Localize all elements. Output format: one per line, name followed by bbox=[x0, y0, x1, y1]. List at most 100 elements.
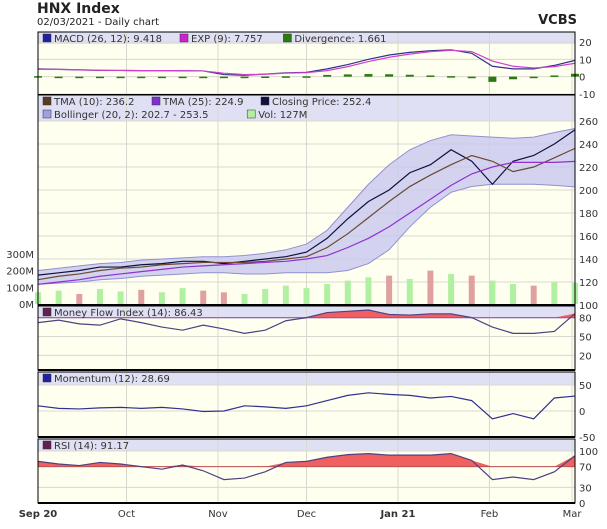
divergence-bar bbox=[509, 76, 518, 80]
divergence-bar bbox=[116, 76, 125, 79]
legend-swatch bbox=[246, 109, 256, 119]
divergence-bar bbox=[219, 76, 228, 79]
divergence-bar bbox=[385, 74, 394, 77]
divergence-bar bbox=[426, 75, 435, 77]
x-tick-label: Sep 20 bbox=[19, 509, 58, 520]
volume-bar bbox=[262, 288, 269, 304]
volume-bar bbox=[468, 275, 475, 304]
legend-swatch bbox=[42, 307, 52, 317]
series-line bbox=[37, 452, 576, 481]
volume-bar bbox=[406, 278, 413, 304]
volume-bar bbox=[344, 280, 351, 304]
divergence-bar bbox=[529, 76, 538, 79]
volume-bar bbox=[489, 280, 496, 304]
series-line bbox=[37, 147, 576, 281]
y-tick-label: 70 bbox=[579, 463, 592, 474]
y-tick-label: 200 bbox=[579, 186, 598, 197]
panel-momentum: 50 0 -50 Momentum (12): 28.69 bbox=[37, 371, 595, 444]
y-tick-label: 0 bbox=[579, 407, 585, 418]
volume-bar bbox=[551, 282, 558, 304]
volume-bar bbox=[448, 273, 455, 304]
divergence-bar bbox=[281, 76, 290, 78]
series-line bbox=[37, 392, 576, 420]
y-tick-label: 30 bbox=[579, 483, 592, 494]
volume-bar bbox=[303, 288, 310, 304]
divergence-bar bbox=[467, 76, 476, 79]
legend-label: RSI (14): 91.17 bbox=[54, 441, 129, 452]
volume-tick-label: 300M bbox=[6, 250, 34, 261]
panel-price: 260 240 220 200 180 160 140 120 100 300M 200M 100M 0… bbox=[6, 94, 598, 312]
divergence-bar bbox=[302, 76, 311, 78]
volume-bar bbox=[365, 277, 372, 304]
volume-tick-label: 0M bbox=[19, 300, 34, 311]
y-tick-label: 80 bbox=[579, 314, 592, 325]
x-tick-label: Dec bbox=[297, 509, 316, 520]
legend-label: Closing Price: 252.4 bbox=[272, 97, 371, 108]
legend-swatch bbox=[260, 96, 270, 106]
legend-label: EXP (9): 7.757 bbox=[191, 34, 263, 45]
divergence-bar bbox=[178, 76, 187, 79]
divergence-bar bbox=[550, 75, 559, 77]
brand-label: VCBS bbox=[538, 13, 577, 28]
x-tick-label: Jan 21 bbox=[379, 509, 415, 520]
divergence-bar bbox=[54, 76, 63, 79]
y-tick-label: -10 bbox=[579, 90, 595, 101]
legend-label: TMA (10): 236.2 bbox=[53, 97, 134, 108]
legend-label: Divergence: 1.661 bbox=[294, 34, 386, 45]
panel-macd: 20 10 0 -10 MACD (26, 12): 9.418 EXP (9): 7.7… bbox=[34, 31, 595, 101]
y-tick-label: 20 bbox=[579, 38, 592, 49]
legend-swatch bbox=[151, 96, 161, 106]
volume-bar bbox=[117, 291, 124, 304]
series-line bbox=[37, 309, 576, 334]
divergence-bar bbox=[199, 76, 208, 79]
y-tick-label: 260 bbox=[579, 117, 598, 128]
volume-tick-label: 200M bbox=[6, 267, 34, 278]
series-line bbox=[37, 49, 576, 76]
legend-swatch bbox=[42, 109, 52, 119]
divergence-bar bbox=[405, 74, 414, 77]
divergence-bar bbox=[240, 76, 249, 79]
legend-swatch bbox=[42, 373, 52, 383]
volume-bar bbox=[76, 293, 83, 304]
y-tick-label: 50 bbox=[579, 381, 592, 392]
y-tick-label: 10 bbox=[579, 55, 592, 66]
volume-bar bbox=[530, 285, 537, 304]
volume-bar bbox=[179, 288, 186, 304]
volume-tick-label: 100M bbox=[6, 283, 34, 294]
y-tick-label: 0 bbox=[579, 73, 585, 84]
y-tick-label: 180 bbox=[579, 209, 598, 220]
volume-bar bbox=[282, 285, 289, 304]
y-tick-label: 100 bbox=[579, 301, 598, 312]
series-line bbox=[37, 129, 576, 276]
legend-label: MACD (26, 12): 9.418 bbox=[54, 34, 162, 45]
divergence-bar bbox=[343, 74, 352, 77]
legend-swatch bbox=[283, 33, 292, 43]
overbought-fill bbox=[38, 310, 575, 318]
panel-rsi: 100 70 30 0 RSI (14): 91.17 bbox=[37, 438, 598, 510]
chart-subtitle: 02/03/2021 - Daily chart bbox=[37, 17, 160, 28]
x-tick-label: Mar bbox=[563, 509, 583, 520]
chart-title: HNX Index bbox=[37, 1, 120, 17]
y-tick-label: 120 bbox=[579, 278, 598, 289]
divergence-bar bbox=[364, 74, 373, 77]
volume-bar bbox=[386, 275, 393, 304]
y-tick-label: 20 bbox=[579, 351, 592, 362]
divergence-bar bbox=[157, 76, 166, 79]
volume-bar bbox=[138, 289, 145, 304]
legend-label: Vol: 127M bbox=[258, 110, 307, 121]
divergence-bar bbox=[323, 74, 332, 77]
legend-label: Momentum (12): 28.69 bbox=[54, 374, 170, 385]
divergence-bar bbox=[261, 76, 270, 78]
x-tick-label: Oct bbox=[118, 509, 135, 520]
volume-bar bbox=[158, 292, 165, 304]
overbought-fill bbox=[38, 453, 575, 467]
y-tick-label: 160 bbox=[579, 232, 598, 243]
x-tick-label: Nov bbox=[208, 509, 228, 520]
legend-label: Money Flow Index (14): 86.43 bbox=[54, 308, 203, 319]
divergence-bar bbox=[75, 76, 84, 79]
volume-bar bbox=[510, 283, 517, 304]
volume-bar bbox=[427, 270, 434, 304]
volume-bar bbox=[220, 292, 227, 304]
